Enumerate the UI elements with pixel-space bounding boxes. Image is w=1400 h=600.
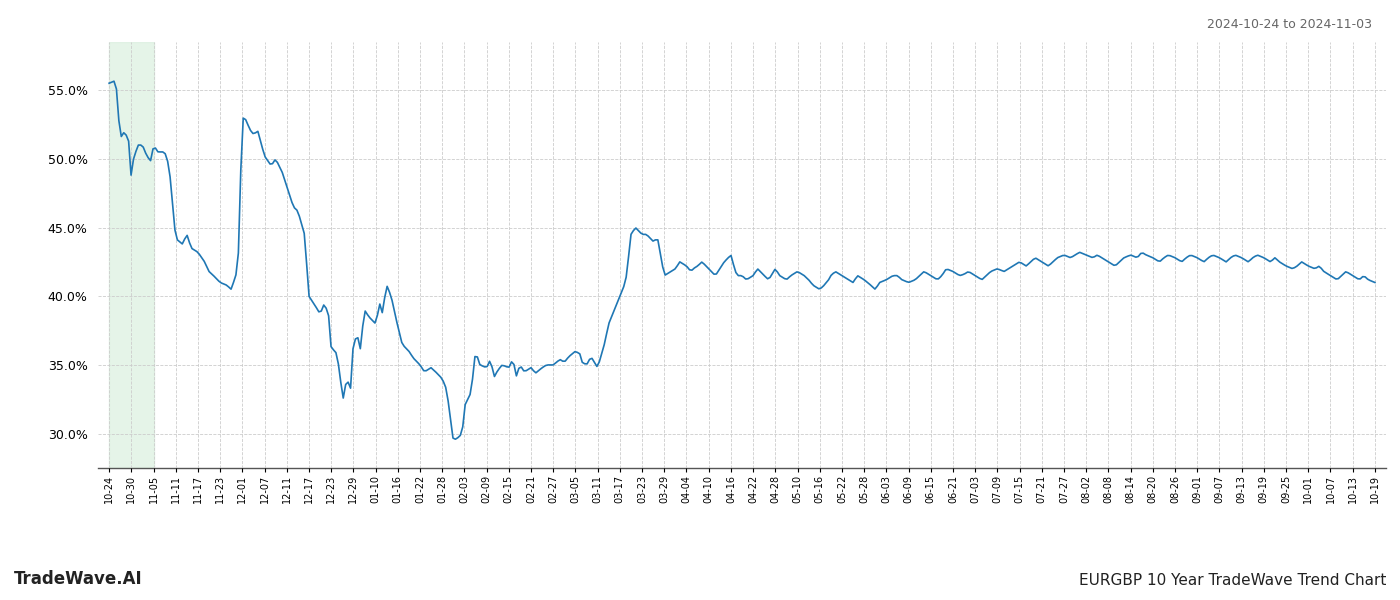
Bar: [109, 42, 154, 468]
Text: EURGBP 10 Year TradeWave Trend Chart: EURGBP 10 Year TradeWave Trend Chart: [1078, 573, 1386, 588]
Text: TradeWave.AI: TradeWave.AI: [14, 570, 143, 588]
Text: 2024-10-24 to 2024-11-03: 2024-10-24 to 2024-11-03: [1207, 18, 1372, 31]
